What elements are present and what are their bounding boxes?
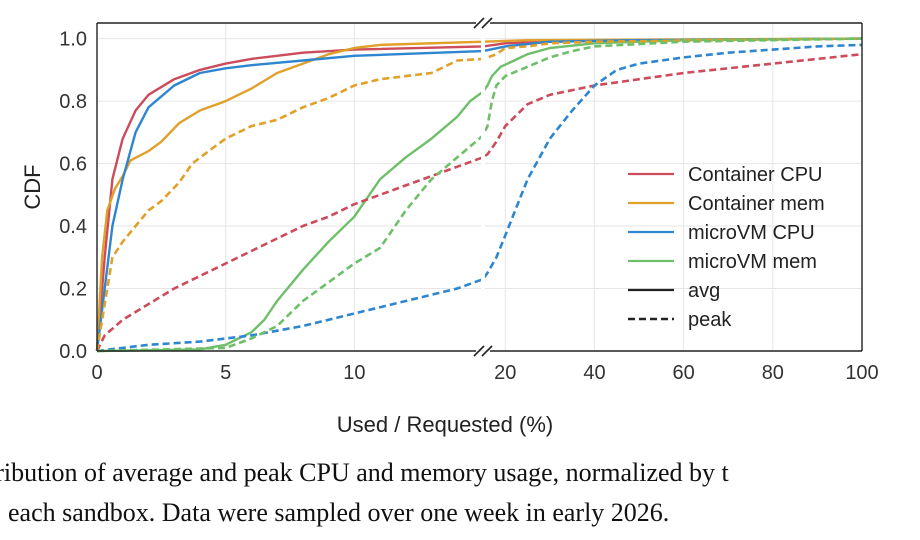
figure-caption-line-2: each sandbox. Data were sampled over one… [8, 498, 670, 527]
x-tick-label: 5 [220, 362, 231, 384]
legend-label: avg [688, 280, 720, 302]
y-tick-label: 0.0 [59, 341, 87, 363]
series-layer [95, 25, 863, 353]
legend: Container CPU Container mem microVM CPU mic… [628, 164, 825, 331]
x-axis-label: Used / Requested (%) [337, 412, 553, 437]
grid-layer [96, 23, 863, 352]
x-tick-label: 0 [91, 362, 102, 384]
series-line [96, 43, 863, 353]
bottom-break-mark [473, 345, 485, 357]
y-tick-label: 0.4 [59, 216, 87, 238]
x-tick-label: 100 [845, 362, 878, 384]
x-tick-label: 80 [762, 362, 784, 384]
legend-label: microVM mem [688, 251, 817, 273]
series-line [95, 37, 863, 352]
legend-label: microVM CPU [688, 222, 815, 244]
cdf-chart: 0.0 0.2 0.4 0.6 0.8 1.0 0 5 10 20 40 60 80 100 Used /… [20, 17, 879, 437]
x-tick-label: 10 [343, 362, 365, 384]
top-break-mark [481, 17, 493, 29]
series-line [96, 37, 863, 353]
top-break-mark [473, 17, 485, 29]
bottom-break-mark [481, 345, 493, 357]
legend-label: Container mem [688, 193, 825, 215]
y-tick-label: 0.2 [59, 279, 87, 301]
y-tick-label: 0.6 [59, 154, 87, 176]
plot-frame [96, 17, 863, 357]
x-tick-label: 20 [494, 362, 516, 384]
x-tick-label: 60 [673, 362, 695, 384]
figure-caption-line-1: tribution of average and peak CPU and me… [0, 458, 729, 487]
x-tick-label: 40 [583, 362, 605, 384]
legend-label: peak [688, 309, 732, 331]
series-line [95, 37, 863, 352]
axis-break-gap [481, 25, 485, 349]
y-axis-label: CDF [20, 164, 45, 209]
series-line [95, 37, 863, 352]
y-tick-label: 1.0 [59, 29, 87, 51]
legend-label: Container CPU [688, 164, 823, 186]
tick-layer: 0.0 0.2 0.4 0.6 0.8 1.0 0 5 10 20 40 60 80 100 [59, 29, 879, 384]
series-line [96, 37, 863, 353]
series-line [95, 52, 863, 352]
series-line [95, 37, 863, 352]
y-tick-label: 0.8 [59, 91, 87, 113]
